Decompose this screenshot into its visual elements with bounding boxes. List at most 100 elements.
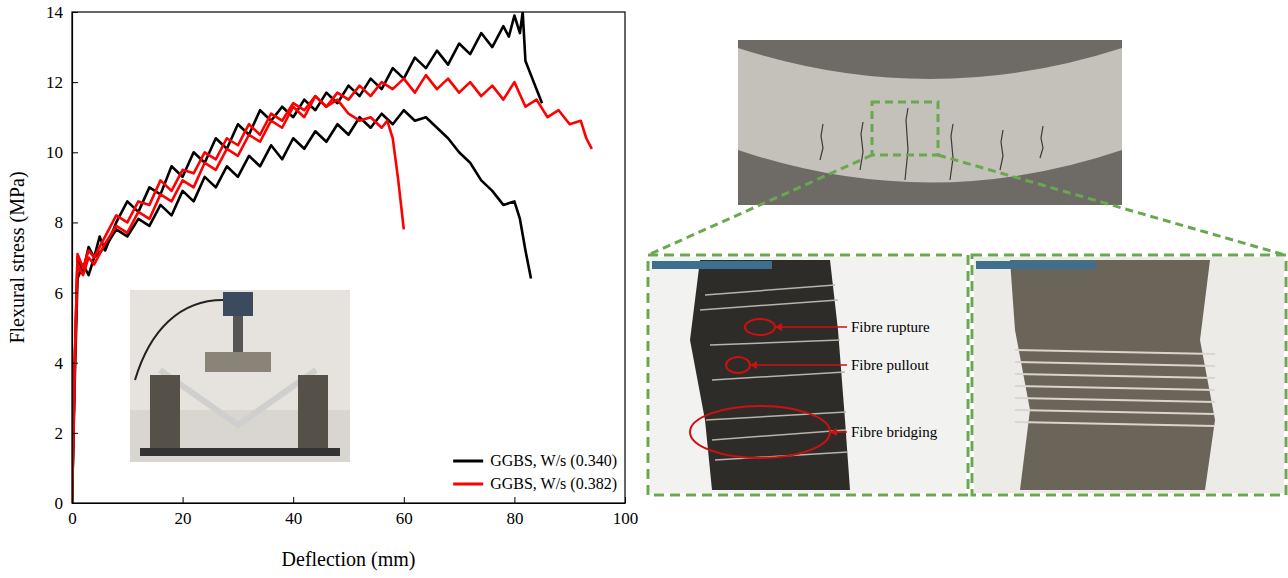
series-line [72, 110, 531, 503]
highlight-ellipse [690, 406, 830, 458]
tick-label: 12 [46, 73, 63, 92]
tick-mark [72, 363, 78, 364]
zoom-line [938, 155, 1285, 255]
tick-label: 8 [55, 213, 64, 232]
tick-mark [293, 497, 294, 503]
annotation: Fibre pullout [851, 357, 930, 373]
legend-label: GGBS, W/s (0.382) [490, 475, 617, 493]
crack [1000, 130, 1003, 170]
tick-label: 20 [175, 509, 192, 528]
crack [1040, 126, 1043, 158]
tick: 80 [506, 497, 523, 528]
series-line [72, 96, 404, 503]
machine-rod [233, 316, 243, 356]
tick-label: 10 [46, 143, 63, 162]
fibre [710, 340, 840, 345]
y-axis: 0 2 4 6 8 10 12 14 [46, 3, 78, 513]
tick: 14 [46, 3, 78, 22]
zoom-frame [648, 255, 968, 495]
tick-mark [72, 433, 78, 434]
legend-swatch [453, 460, 483, 463]
crack-region [690, 260, 850, 490]
support-left [150, 375, 180, 455]
annotation: Fibre bridging [851, 424, 938, 440]
pointer-head [830, 428, 837, 436]
tick-mark [72, 503, 78, 504]
tick-mark [72, 82, 78, 83]
tick-mark [72, 12, 78, 13]
tick-label: 100 [613, 509, 639, 528]
tick-label: 80 [506, 509, 523, 528]
crack [905, 108, 908, 180]
tick: 8 [55, 213, 79, 232]
fibre [700, 300, 838, 310]
axis-line [72, 13, 73, 504]
microscope-bar [652, 261, 772, 269]
microscope-bar [976, 261, 1096, 269]
support-right [298, 375, 328, 455]
tick-mark [404, 497, 405, 503]
machine-head [223, 292, 253, 316]
legend: GGBS, W/s (0.340) GGBS, W/s (0.382) [453, 452, 617, 493]
fibre [1015, 374, 1215, 378]
pointer [775, 326, 847, 328]
tick-label: 0 [55, 494, 64, 513]
series-lines [72, 12, 592, 503]
fibre [712, 430, 846, 440]
tick: 2 [55, 424, 79, 443]
tick-label: 6 [55, 284, 64, 303]
pointer-head [750, 361, 757, 369]
fibre [1015, 350, 1215, 354]
photo-ground [130, 290, 350, 462]
tick: 60 [396, 497, 413, 528]
highlight-ellipse [726, 357, 750, 373]
crack [950, 124, 953, 180]
micrograph-right [974, 257, 1284, 493]
fibre [1015, 410, 1215, 414]
tick-label: 0 [68, 509, 77, 528]
fibre [712, 372, 845, 380]
series-line [72, 75, 592, 503]
pointer-head [775, 323, 782, 331]
fibre [1015, 422, 1215, 426]
bent-specimen [160, 370, 316, 425]
tick: 10 [46, 143, 78, 162]
crack [860, 122, 863, 170]
tick: 0 [55, 494, 79, 513]
crack-region [1010, 260, 1215, 490]
tick-label: 4 [55, 354, 64, 373]
fibre [1015, 386, 1215, 390]
tick: 100 [613, 497, 639, 528]
cable [135, 300, 223, 380]
micrograph-left [650, 257, 966, 493]
x-axis-title: Deflection (mm) [282, 548, 416, 571]
plot-frame [72, 12, 625, 503]
axis-line [73, 503, 626, 504]
legend-label: GGBS, W/s (0.340) [490, 452, 617, 470]
photos: Fibre ruptureFibre pulloutFibre bridging [648, 40, 1286, 495]
tick-label: 40 [285, 509, 302, 528]
fibre [1015, 398, 1215, 402]
tick-mark [72, 293, 78, 294]
tick-label: 2 [55, 424, 64, 443]
tick-mark [72, 222, 78, 223]
fibre [705, 285, 835, 295]
highlight-ellipse [745, 319, 775, 335]
y-axis-title: Flexural stress (MPa) [6, 171, 29, 343]
zoom-line [648, 155, 872, 255]
tick: 40 [285, 497, 302, 528]
tick: 12 [46, 73, 78, 92]
zoom-frame [972, 255, 1286, 495]
beam-photo-bg [738, 40, 1122, 205]
loading-head [205, 352, 271, 372]
tick: 4 [55, 354, 79, 373]
inset-photo [130, 290, 350, 462]
tick-mark [72, 152, 78, 153]
crack [820, 124, 823, 160]
tick-mark [183, 497, 184, 503]
legend-swatch [453, 483, 483, 486]
x-axis: 0 20 40 60 80 100 [68, 497, 638, 528]
fibre [706, 412, 846, 420]
tick-label: 14 [46, 3, 64, 22]
tick-mark [514, 497, 515, 503]
